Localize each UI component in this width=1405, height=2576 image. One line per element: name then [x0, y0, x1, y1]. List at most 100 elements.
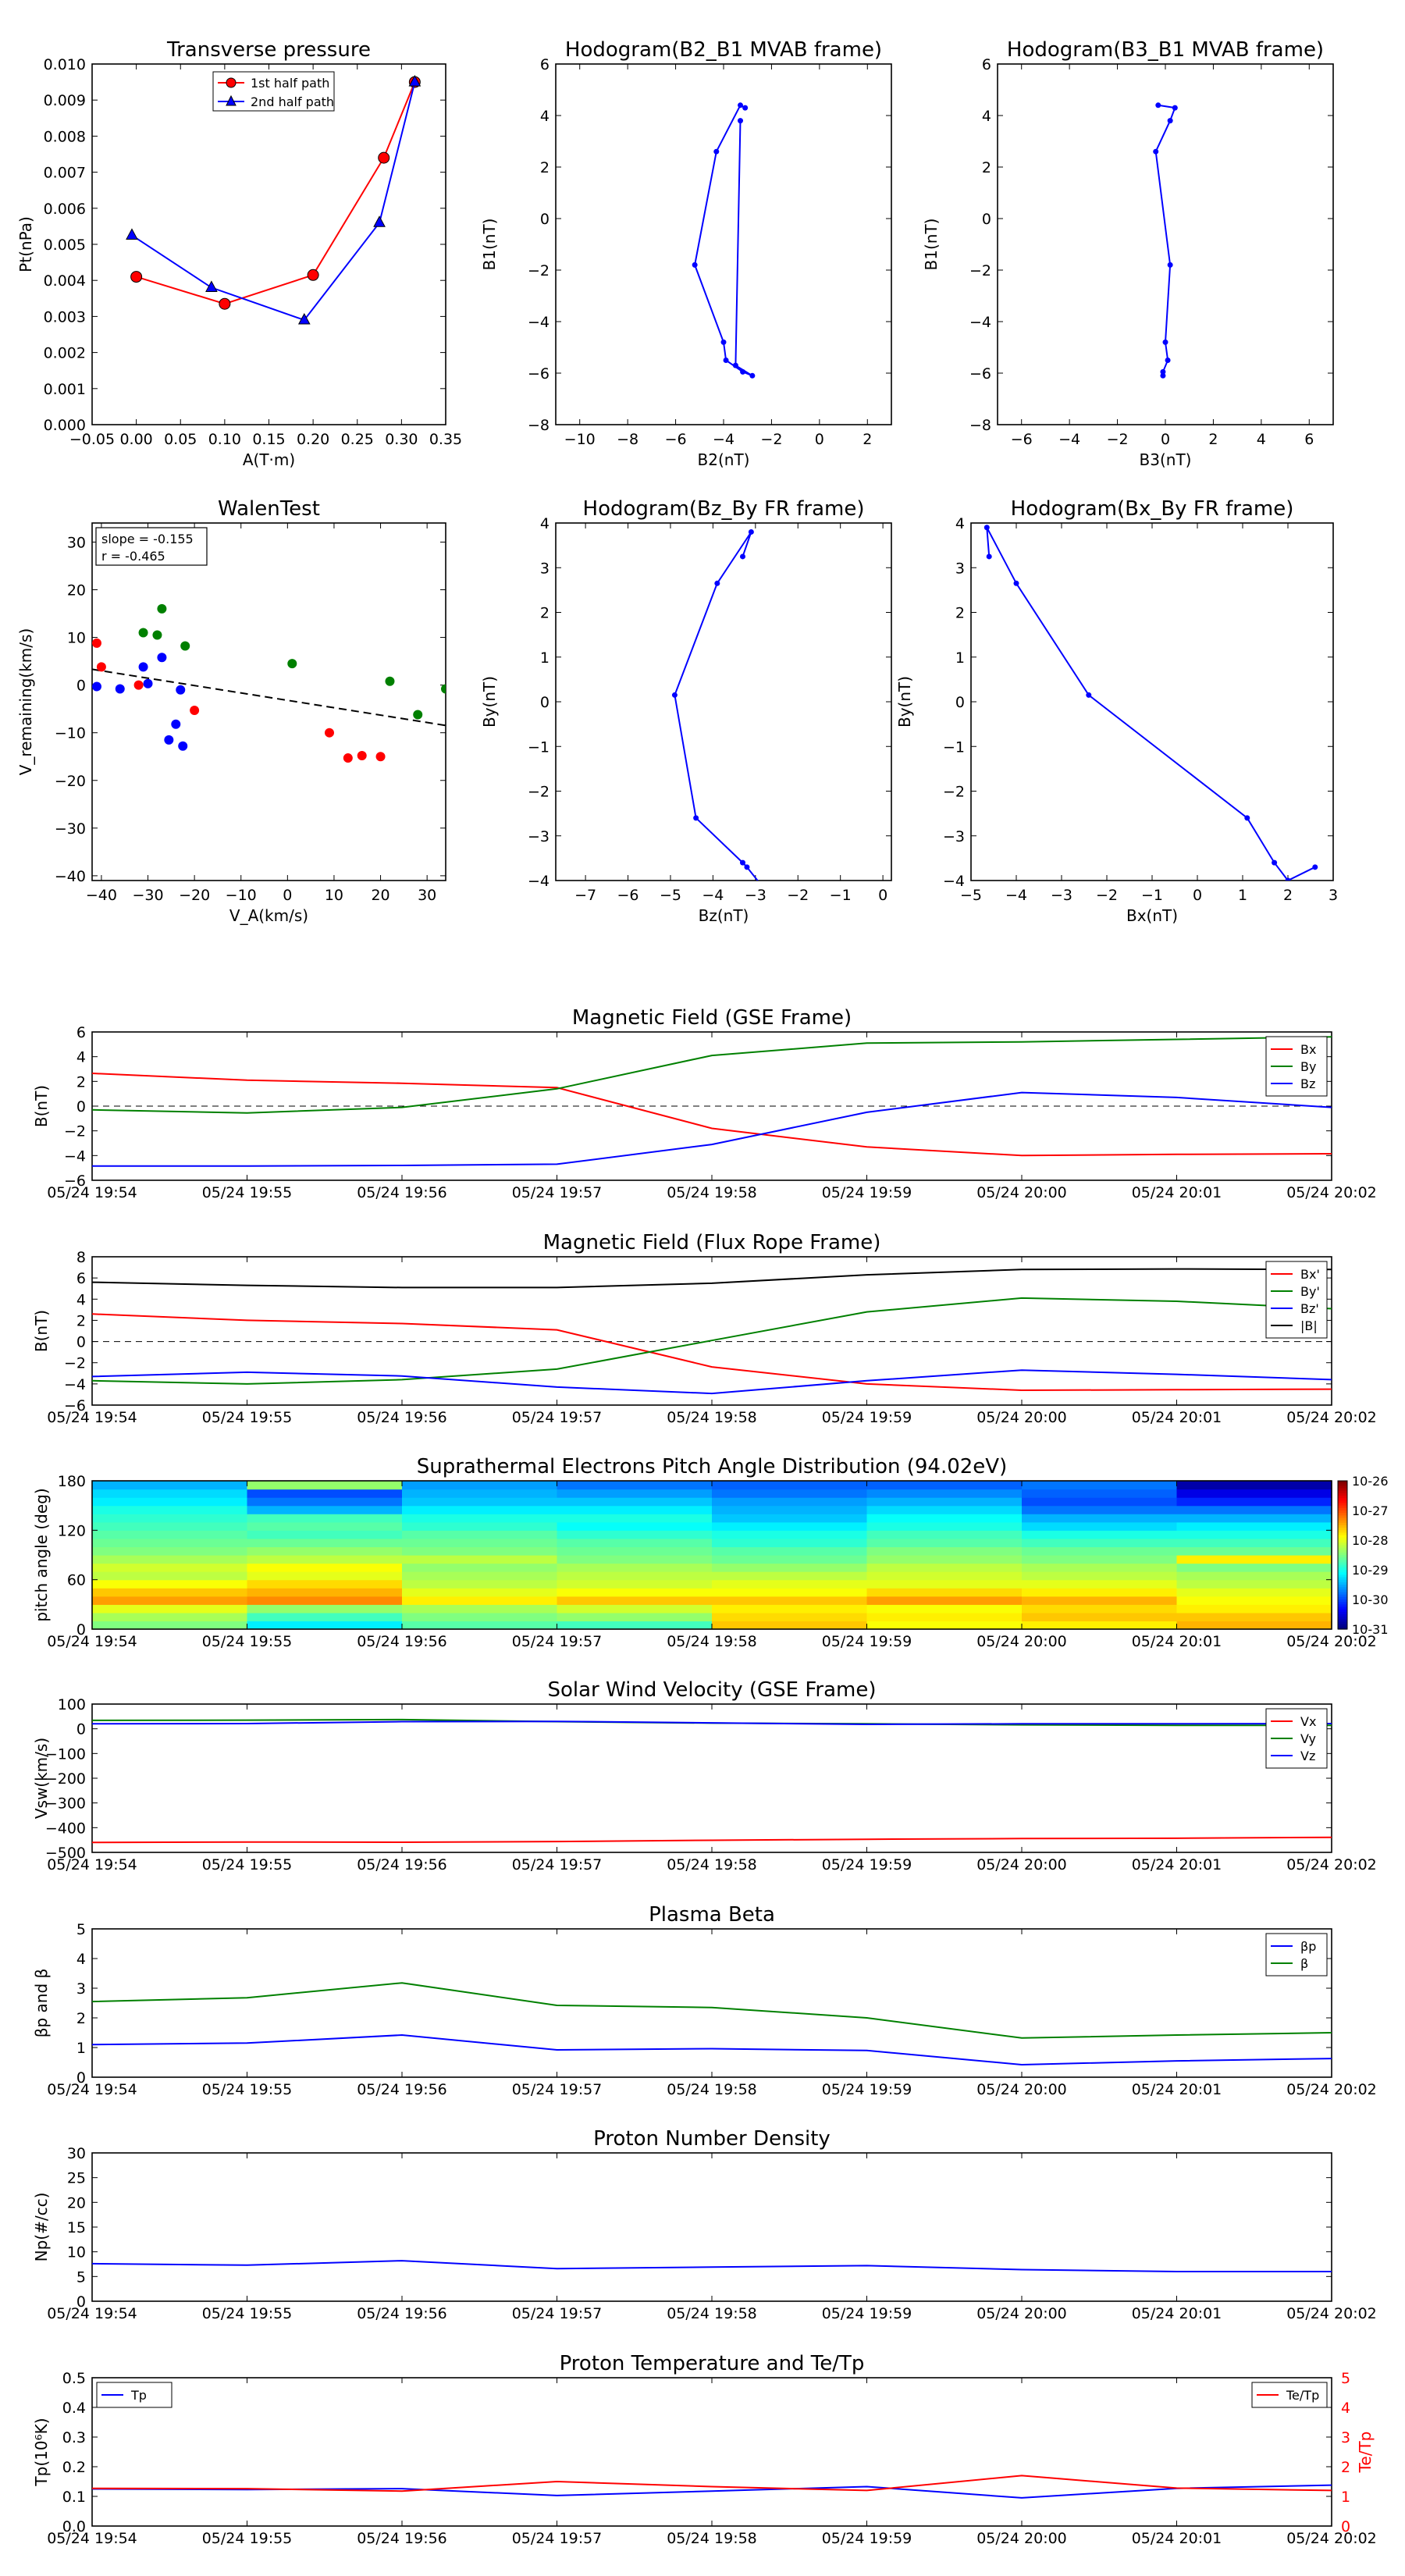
x-tick-label: −7 — [574, 887, 596, 904]
x-tick-label: 05/24 19:54 — [47, 1184, 137, 1201]
y-tick-label: 2 — [540, 159, 550, 176]
walen-test-panel: WalenTest −40 −30 −20 −10 0 10 20 30 −40 −30 −20 −10… — [16, 497, 446, 925]
x-tick-label: −30 — [132, 887, 163, 904]
proton-density-panel: Proton Number Density 05/24 19:54 05/24 19… — [32, 2127, 1377, 2322]
data-point — [130, 271, 143, 283]
series-line — [92, 1036, 1332, 1114]
heatmap-cell — [712, 1481, 868, 1490]
hodogram-bz-by-panel: Hodogram(Bz_By FR frame) −7 −6 −5 −4 −3 −2 −1 0 −… — [480, 497, 892, 925]
colorbar-step — [1338, 1577, 1347, 1581]
colorbar-step — [1338, 1555, 1347, 1558]
x-tick-label: −40 — [86, 887, 117, 904]
fit-line — [92, 668, 446, 727]
y-tick-label: −20 — [55, 773, 86, 790]
x-tick-label: 05/24 19:57 — [512, 2530, 603, 2547]
y-tick-label: −8 — [528, 417, 550, 434]
heatmap-cell — [712, 1579, 868, 1589]
transverse-pressure-panel: Transverse pressure −0.05 0.00 0.05 0.10 0.15… — [16, 38, 462, 469]
plot-area — [671, 528, 759, 881]
x-tick-label: 05/24 20:01 — [1132, 1184, 1222, 1201]
data-point — [287, 659, 297, 669]
data-point — [749, 372, 756, 379]
y-tick-label: 0.004 — [44, 272, 86, 290]
legend-label: 2nd half path — [251, 94, 334, 109]
data-point — [375, 752, 386, 762]
heatmap-cell — [866, 1571, 1023, 1581]
data-point — [738, 118, 743, 124]
y-tick-label: 2 — [76, 1312, 86, 1329]
annotation-text: slope = -0.155 — [101, 532, 194, 546]
y-tick-label: −30 — [55, 820, 86, 838]
y-axis-label: By(nT) — [895, 676, 914, 728]
y-tick-label: 3 — [1341, 2429, 1350, 2446]
heatmap-cell — [402, 1538, 558, 1548]
y-tick-label: −40 — [55, 868, 86, 885]
colorbar-label: 10-27 — [1352, 1503, 1389, 1518]
heatmap-cell — [1176, 1596, 1332, 1605]
series-line — [986, 527, 1316, 881]
x-tick-label: −5 — [660, 887, 681, 904]
colorbar-label: 10-30 — [1352, 1592, 1389, 1607]
heatmap-cell — [247, 1489, 403, 1498]
x-tick-label: 05/24 20:02 — [1286, 1633, 1377, 1650]
x-tick-label: 05/24 19:56 — [357, 2081, 447, 2098]
heatmap-cell — [557, 1563, 713, 1572]
heatmap-cell — [402, 1514, 558, 1523]
y-tick-label: 10 — [67, 2244, 86, 2261]
legend-label: Vx — [1300, 1714, 1316, 1729]
plot-area — [92, 2475, 1332, 2499]
y-axis-label: βp and β — [32, 1969, 51, 2038]
heatmap-cell — [92, 1596, 248, 1605]
y-tick-label: 10 — [67, 630, 86, 647]
y-axis-label: B1(nT) — [922, 219, 941, 271]
y-tick-label: 0.4 — [62, 2400, 86, 2417]
data-point — [373, 215, 386, 227]
heatmap-cell — [866, 1555, 1023, 1564]
colorbar-step — [1338, 1500, 1347, 1504]
heatmap-cell — [1022, 1596, 1178, 1605]
y-tick-label: 4 — [540, 515, 550, 532]
colorbar-step — [1338, 1604, 1347, 1608]
y-tick-label: 0.010 — [44, 56, 86, 73]
data-point — [1165, 358, 1171, 363]
x-tick-label: 05/24 19:59 — [822, 1409, 912, 1426]
heatmap-cell — [402, 1621, 558, 1630]
y-tick-label: 8 — [76, 1249, 86, 1266]
data-point — [723, 358, 729, 363]
heatmap-cell — [402, 1489, 558, 1498]
legend-label: |B| — [1300, 1318, 1318, 1333]
legend-box — [96, 2382, 173, 2408]
heatmap-cell — [557, 1497, 713, 1507]
heatmap-cell — [866, 1604, 1023, 1614]
legend-marker — [226, 94, 237, 106]
colorbar-step — [1338, 1485, 1347, 1489]
colorbar-step — [1338, 1537, 1347, 1541]
y-tick-label: −10 — [55, 725, 86, 742]
plot-area — [126, 75, 422, 325]
y-tick-label: 25 — [67, 2170, 86, 2187]
y-tick-label: 4 — [982, 108, 991, 125]
y-tick-label: 0 — [76, 1334, 86, 1351]
y-tick-label: 6 — [76, 1024, 86, 1041]
data-point — [157, 653, 167, 663]
y-tick-label: 1 — [76, 2040, 86, 2057]
heatmap-cell — [712, 1546, 868, 1556]
data-point — [205, 280, 218, 292]
heatmap-cell — [1022, 1538, 1178, 1548]
series-line — [92, 1297, 1332, 1385]
legend-label: Vz — [1300, 1749, 1315, 1763]
y-tick-label: −6 — [64, 1397, 86, 1414]
plot-area — [984, 525, 1318, 881]
x-tick-label: 0 — [815, 431, 824, 448]
y-tick-label: 0 — [955, 694, 965, 711]
heatmap-cell — [712, 1538, 868, 1548]
data-point — [713, 148, 720, 155]
data-point — [408, 75, 422, 87]
heatmap-cell — [247, 1621, 403, 1630]
plot-frame — [555, 63, 892, 425]
heatmap-cell — [866, 1621, 1023, 1630]
heatmap-cell — [866, 1497, 1023, 1507]
heatmap-cell — [1022, 1505, 1178, 1514]
heatmap-cell — [247, 1596, 403, 1605]
